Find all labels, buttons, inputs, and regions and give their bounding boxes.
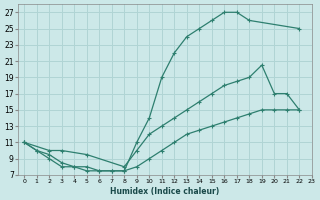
- X-axis label: Humidex (Indice chaleur): Humidex (Indice chaleur): [110, 187, 220, 196]
